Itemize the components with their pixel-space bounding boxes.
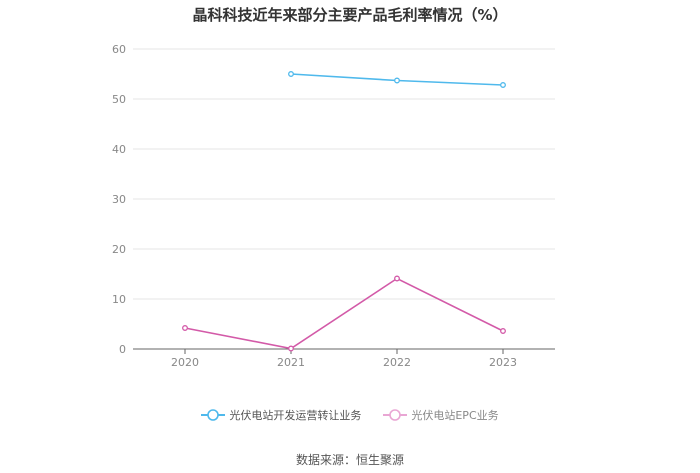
data-source: 数据来源：恒生聚源 bbox=[295, 453, 404, 467]
y-tick-label: 60 bbox=[112, 43, 126, 56]
data-point-series-2 bbox=[500, 328, 506, 334]
legend-swatch-series-2 bbox=[383, 409, 408, 421]
data-point-series-2 bbox=[394, 275, 400, 282]
chart-title: 晶科科技近年来部分主要产品毛利率情况（%） bbox=[192, 6, 508, 24]
legend-item-series-1[interactable]: 光伏电站开发运营转让业务 bbox=[201, 407, 361, 423]
legend-label-series-2: 光伏电站EPC业务 bbox=[411, 409, 499, 422]
y-tick-label: 20 bbox=[112, 243, 126, 256]
x-tick-label: 2022 bbox=[383, 356, 411, 369]
legend-swatch-series-1 bbox=[201, 409, 226, 421]
y-tick-label: 10 bbox=[112, 293, 126, 306]
data-point-series-1 bbox=[288, 71, 294, 77]
x-tick-label: 2021 bbox=[277, 356, 305, 369]
legend: 光伏电站开发运营转让业务 光伏电站EPC业务 bbox=[0, 407, 700, 423]
legend-label-series-1: 光伏电站开发运营转让业务 bbox=[229, 409, 362, 422]
data-point-series-2 bbox=[288, 345, 294, 352]
data-point-series-1 bbox=[394, 77, 400, 84]
y-tick-label: 0 bbox=[119, 343, 126, 356]
y-tick-label: 40 bbox=[112, 143, 126, 156]
data-point-series-1 bbox=[500, 82, 506, 88]
legend-item-series-2[interactable]: 光伏电站EPC业务 bbox=[383, 407, 499, 423]
x-tick-label: 2023 bbox=[489, 356, 517, 369]
series-line-2 bbox=[184, 277, 504, 350]
x-tick-label: 2020 bbox=[171, 356, 199, 369]
data-point-series-2 bbox=[182, 325, 188, 331]
y-tick-label: 50 bbox=[112, 93, 126, 106]
y-tick-label: 30 bbox=[112, 193, 126, 206]
